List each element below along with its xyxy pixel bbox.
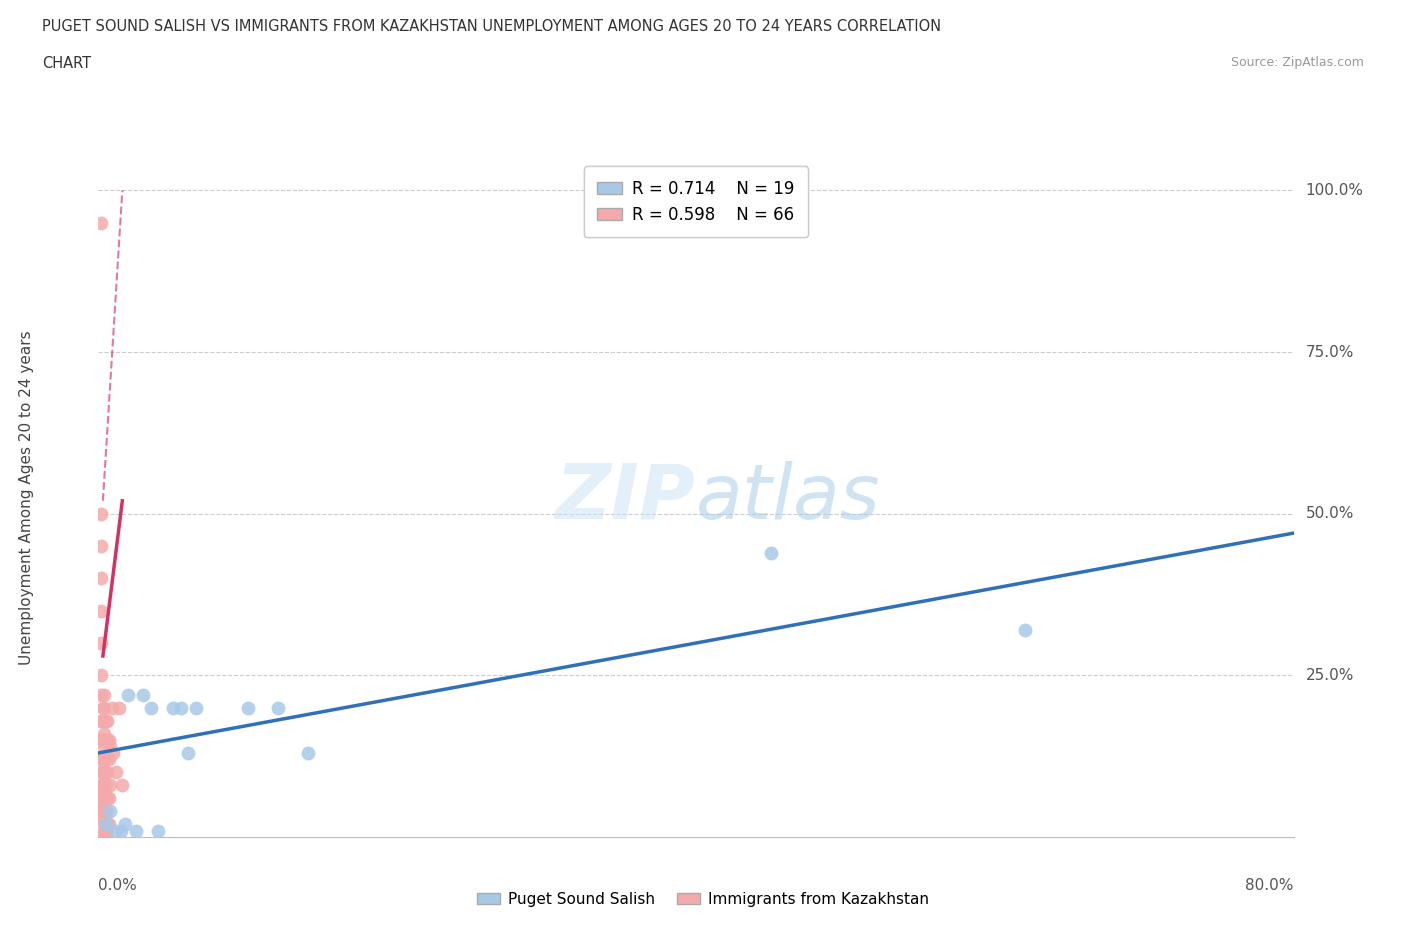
Point [91, 752, 114, 767]
Point [1014, 623, 1036, 638]
Text: atlas: atlas [696, 460, 880, 535]
Point [90, 571, 112, 586]
Point [90, 668, 112, 683]
Point [91, 713, 114, 728]
Point [93, 726, 115, 741]
Text: 80.0%: 80.0% [1246, 878, 1294, 893]
Point [148, 823, 170, 838]
Text: CHART: CHART [42, 56, 91, 71]
Point [759, 545, 782, 560]
Legend: Puget Sound Salish, Immigrants from Kazakhstan: Puget Sound Salish, Immigrants from Kaza… [471, 886, 935, 913]
Point [90, 713, 112, 728]
Text: 75.0%: 75.0% [1305, 345, 1354, 360]
Point [94, 733, 117, 748]
Point [90, 790, 112, 805]
Point [93, 739, 115, 754]
Point [139, 700, 162, 715]
Point [94, 817, 117, 831]
Point [93, 823, 115, 838]
Point [91, 777, 114, 792]
Point [90, 804, 112, 818]
Point [108, 700, 131, 715]
Text: ZIP: ZIP [557, 460, 696, 535]
Text: Unemployment Among Ages 20 to 24 years: Unemployment Among Ages 20 to 24 years [20, 330, 34, 665]
Point [93, 687, 115, 702]
Text: 0.0%: 0.0% [98, 878, 138, 893]
Point [98, 777, 122, 792]
Point [236, 700, 259, 715]
Point [90, 538, 112, 553]
Point [169, 700, 191, 715]
Point [162, 700, 184, 715]
Point [94, 827, 117, 842]
Point [117, 687, 139, 702]
Point [93, 752, 115, 767]
Point [93, 817, 115, 831]
Point [111, 777, 134, 792]
Point [98, 804, 122, 818]
Point [90, 777, 112, 792]
Point [94, 804, 117, 818]
Point [90, 506, 112, 521]
Point [177, 746, 200, 761]
Point [98, 739, 122, 754]
Point [132, 687, 155, 702]
Text: Source: ZipAtlas.com: Source: ZipAtlas.com [1230, 56, 1364, 69]
Point [110, 823, 132, 838]
Point [90, 687, 112, 702]
Point [103, 746, 125, 761]
Point [125, 823, 148, 838]
Point [94, 777, 117, 792]
Point [114, 817, 136, 831]
Point [105, 764, 128, 779]
Point [94, 817, 117, 831]
Point [94, 790, 117, 805]
Point [94, 764, 117, 779]
Point [97, 752, 120, 767]
Point [93, 784, 115, 799]
Point [105, 823, 128, 838]
Point [93, 764, 115, 779]
Point [96, 733, 118, 748]
Point [297, 746, 319, 761]
Point [184, 700, 207, 715]
Point [93, 777, 115, 792]
Point [94, 828, 117, 843]
Point [93, 790, 115, 805]
Text: PUGET SOUND SALISH VS IMMIGRANTS FROM KAZAKHSTAN UNEMPLOYMENT AMONG AGES 20 TO 2: PUGET SOUND SALISH VS IMMIGRANTS FROM KA… [42, 19, 941, 33]
Point [93, 713, 115, 728]
Point [91, 790, 114, 805]
Point [91, 700, 114, 715]
Point [96, 817, 118, 831]
Point [90, 764, 112, 779]
Point [96, 790, 118, 805]
Point [93, 700, 115, 715]
Point [97, 817, 120, 831]
Point [90, 752, 112, 767]
Point [94, 823, 117, 838]
Point [90, 216, 112, 231]
Point [91, 804, 114, 818]
Point [94, 713, 117, 728]
Text: 25.0%: 25.0% [1305, 668, 1354, 683]
Point [93, 804, 115, 818]
Point [93, 797, 115, 812]
Point [93, 810, 115, 825]
Text: 100.0%: 100.0% [1305, 183, 1364, 198]
Point [97, 733, 120, 748]
Point [97, 790, 120, 805]
Point [91, 733, 114, 748]
Point [93, 827, 115, 842]
Legend: R = 0.714    N = 19, R = 0.598    N = 66: R = 0.714 N = 19, R = 0.598 N = 66 [583, 166, 808, 237]
Point [90, 733, 112, 748]
Point [96, 764, 118, 779]
Point [91, 764, 114, 779]
Point [96, 713, 118, 728]
Point [94, 752, 117, 767]
Point [267, 700, 290, 715]
Point [101, 700, 124, 715]
Point [90, 635, 112, 650]
Text: 50.0%: 50.0% [1305, 506, 1354, 521]
Point [90, 604, 112, 618]
